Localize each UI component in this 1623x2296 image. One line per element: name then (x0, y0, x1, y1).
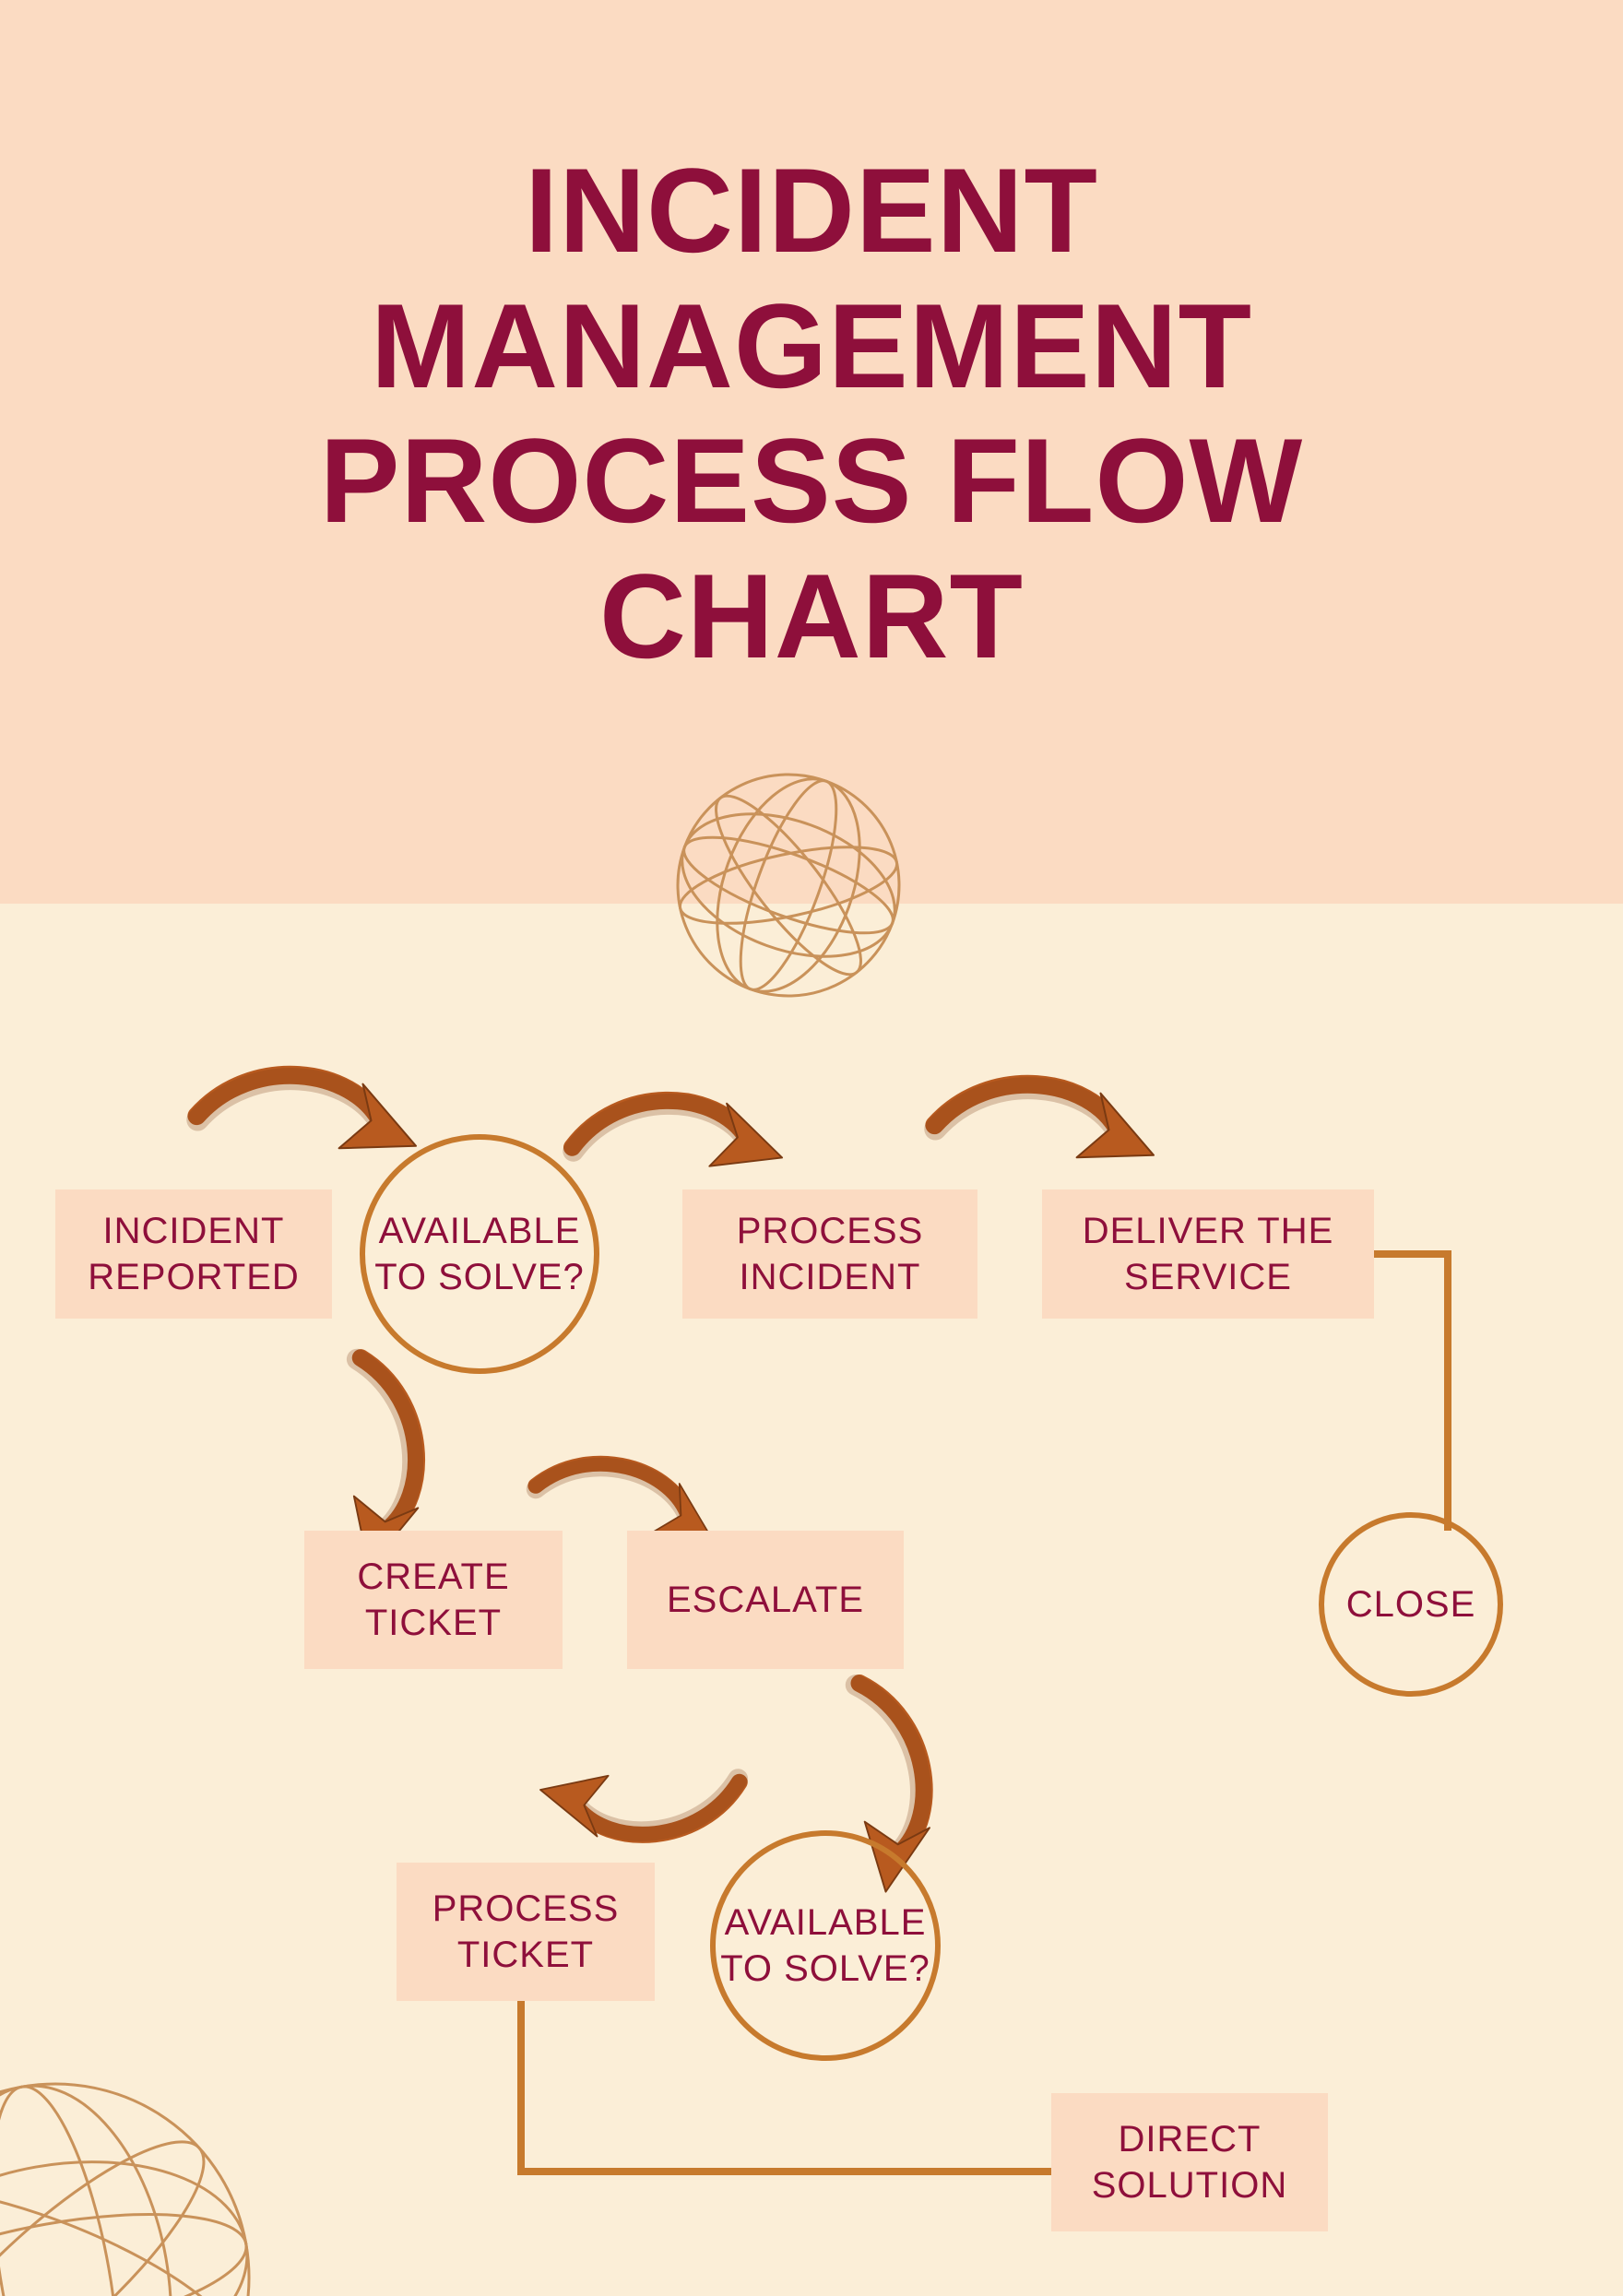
page-root: INCIDENTMANAGEMENTPROCESS FLOWCHART (0, 0, 1623, 2296)
flow-arrow-a_avail_to_process (572, 1078, 790, 1187)
flow-arrow-a_avail2_to_pticket (537, 1762, 740, 1849)
title-line: CHART (0, 553, 1623, 680)
flow-node-incident_reported: INCIDENTREPORTED (55, 1189, 332, 1319)
flow-node-direct_solution: DIRECTSOLUTION (1051, 2093, 1328, 2231)
flow-node-available_solve_2: AVAILABLETO SOLVE? (710, 1830, 941, 2061)
flow-node-label: AVAILABLETO SOLVE? (720, 1900, 930, 1992)
flow-arrow-a_reported_to_avail (195, 1045, 428, 1177)
flow-node-label: DELIVER THESERVICE (1083, 1208, 1334, 1300)
flow-node-label: DIRECTSOLUTION (1092, 2116, 1287, 2208)
globe-icon (0, 2053, 279, 2296)
title-line: INCIDENT (0, 148, 1623, 274)
flow-node-label: INCIDENTREPORTED (88, 1208, 300, 1300)
flow-node-label: ESCALATE (667, 1577, 864, 1623)
title-line: MANAGEMENT (0, 283, 1623, 409)
flow-connector-c_deliver_to_close (1374, 1254, 1448, 1531)
flow-arrow-a_process_to_deliver (933, 1054, 1166, 1186)
flow-node-label: CLOSE (1346, 1581, 1476, 1627)
flow-node-deliver_service: DELIVER THESERVICE (1042, 1189, 1374, 1319)
flow-node-available_solve_1: AVAILABLETO SOLVE? (360, 1134, 599, 1374)
page-title: INCIDENTMANAGEMENTPROCESS FLOWCHART (0, 148, 1623, 679)
flow-node-label: PROCESSTICKET (432, 1886, 620, 1978)
flow-node-label: PROCESSINCIDENT (737, 1208, 924, 1300)
flow-node-close: CLOSE (1319, 1512, 1503, 1697)
flow-node-create_ticket: CREATETICKET (304, 1531, 563, 1669)
flow-node-process_incident: PROCESSINCIDENT (682, 1189, 977, 1319)
flow-node-escalate: ESCALATE (627, 1531, 904, 1669)
title-line: PROCESS FLOW (0, 418, 1623, 544)
flow-node-label: AVAILABLETO SOLVE? (374, 1208, 585, 1300)
flow-node-label: CREATETICKET (357, 1554, 509, 1646)
flow-node-process_ticket: PROCESSTICKET (397, 1863, 655, 2001)
